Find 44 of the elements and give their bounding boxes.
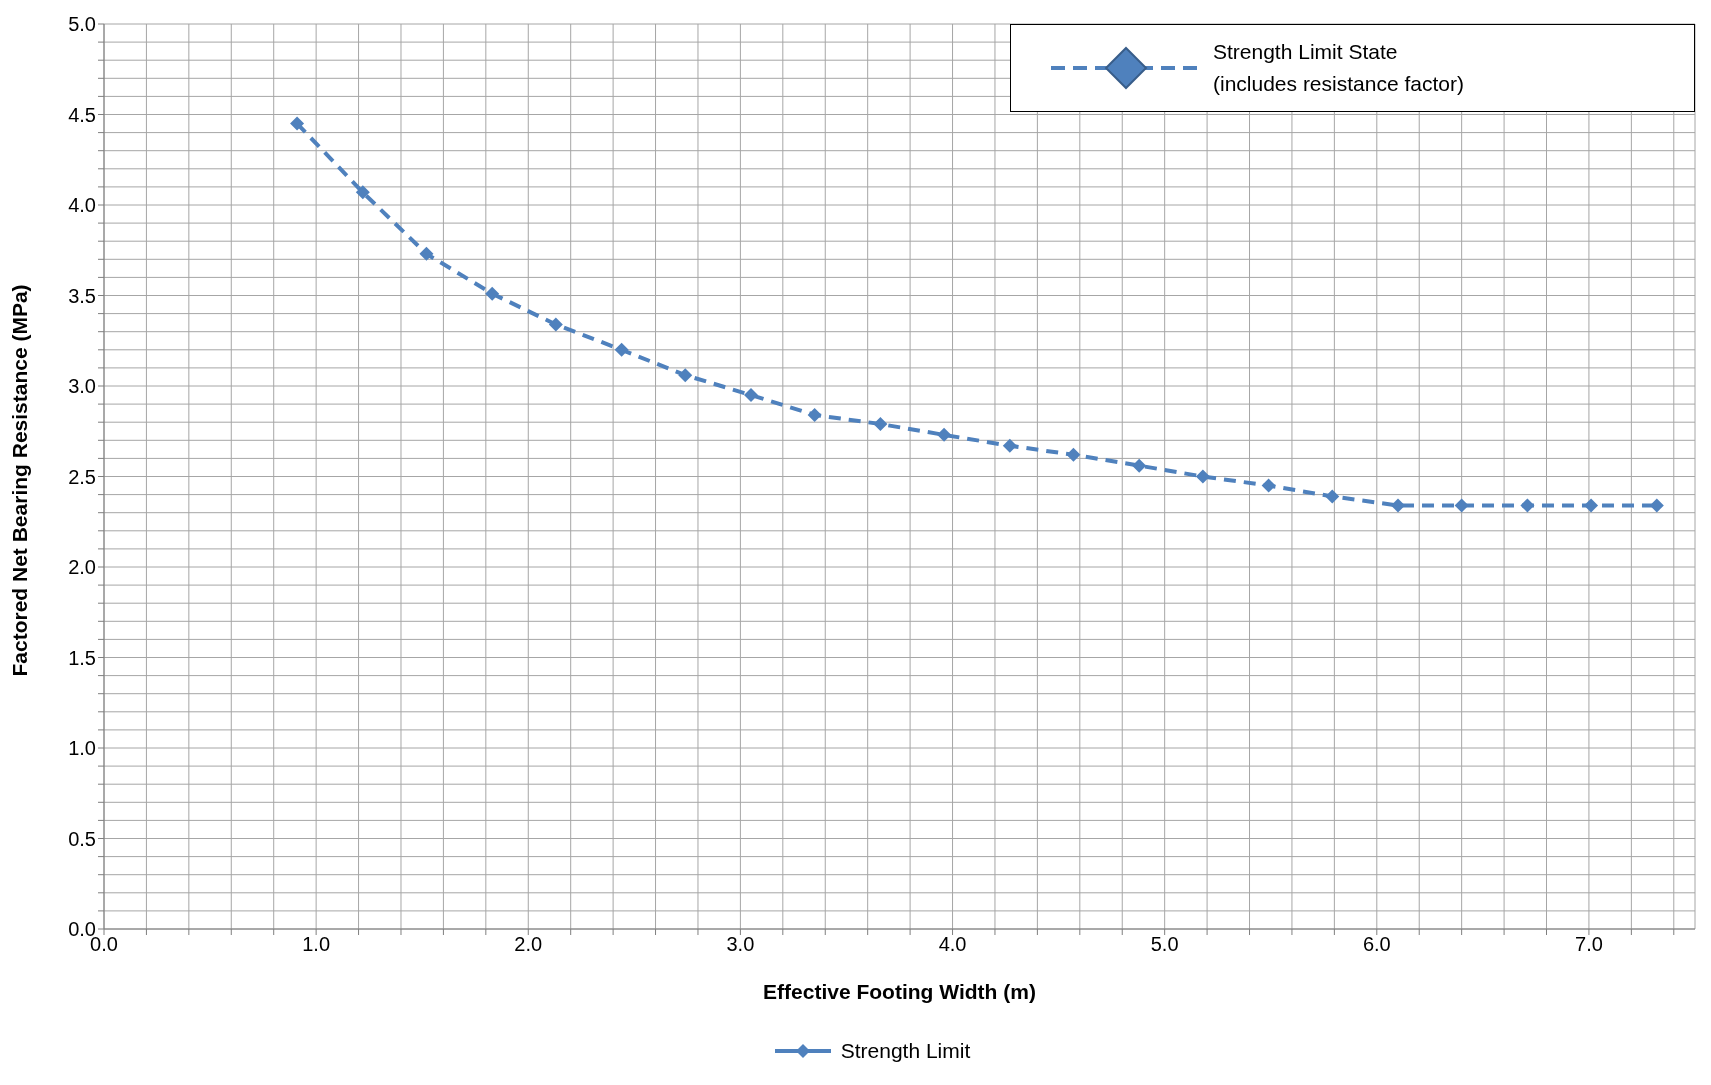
point (1002, 438, 1017, 453)
point (1520, 498, 1535, 513)
point (807, 407, 822, 422)
x-tick-label: 6.0 (1362, 933, 1391, 956)
y-tick-label: 1.5 (68, 646, 96, 669)
point (1454, 498, 1469, 513)
point (1325, 489, 1340, 504)
y-tick-label: 1.0 (68, 737, 96, 760)
text-box: Strength Limit State (includes resistance factor) (1010, 24, 1695, 112)
point (290, 116, 305, 131)
y-tick-label: 3.5 (68, 284, 96, 307)
point (1649, 498, 1664, 513)
point (744, 388, 759, 403)
point (1584, 498, 1599, 513)
x-tick-label: 4.0 (938, 933, 967, 956)
point (419, 246, 434, 261)
point (485, 286, 500, 301)
x-tick-label: 1.0 (302, 933, 331, 956)
point (355, 185, 370, 200)
y-tick-label: 5.0 (68, 13, 96, 36)
point (1066, 447, 1081, 462)
point (873, 417, 888, 432)
y-tick-label: 3.0 (68, 375, 96, 398)
point (548, 317, 563, 332)
y-tick-label: 2.5 (68, 465, 96, 488)
point (1391, 498, 1406, 513)
point (1132, 458, 1147, 473)
y-tick-label: 0.5 (68, 827, 96, 850)
x-axis-title: Effective Footing Width (m) (763, 979, 1036, 1003)
legend-label: Strength Limit (839, 1039, 971, 1063)
x-tick-label: 5.0 (1150, 933, 1179, 956)
y-axis-title: Factored Net Bearing Resistance (MPa) (8, 284, 32, 677)
x-tick-label: 2.0 (514, 933, 543, 956)
y-tick-label: 2.0 (68, 556, 96, 579)
annotation: Strength Limit State (includes resistance factor) (1213, 39, 1464, 97)
point (614, 342, 629, 357)
point (678, 368, 693, 383)
point (1195, 469, 1210, 484)
y-tick-label: 4.0 (68, 194, 96, 217)
y-tick-label: 4.5 (68, 103, 96, 126)
x-tick-label: 7.0 (1575, 933, 1603, 956)
point (937, 427, 952, 442)
x-tick-label: 3.0 (726, 933, 755, 956)
point (1261, 478, 1276, 493)
